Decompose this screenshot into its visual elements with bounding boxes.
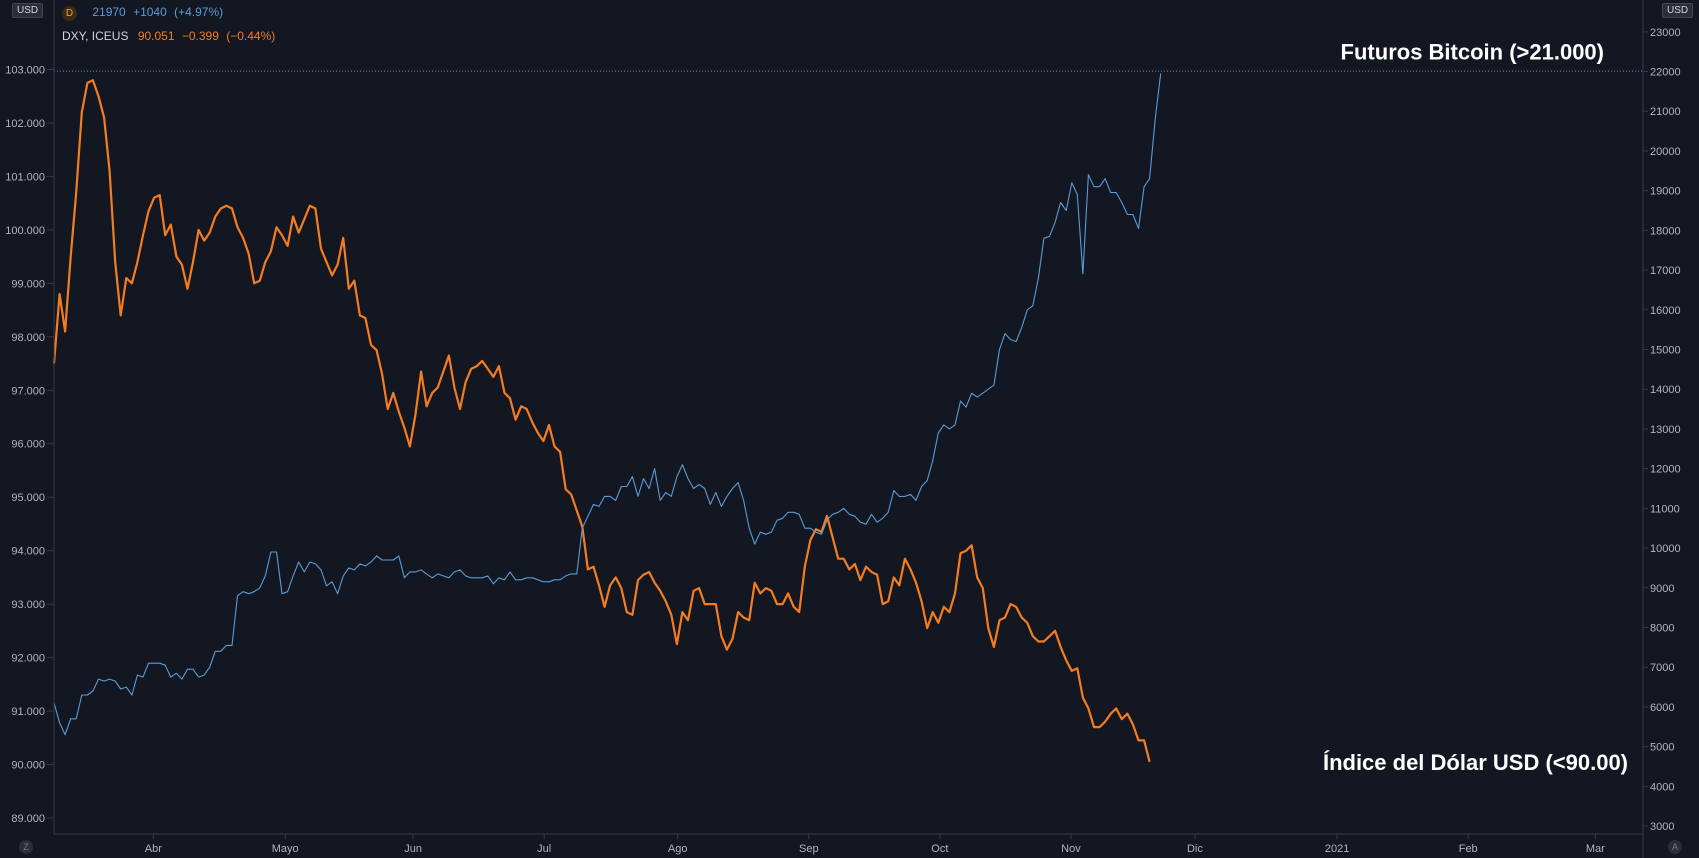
left-tick-label: 103.000 (5, 65, 45, 77)
series-layer (52, 73, 1162, 763)
right-tick-label: 5000 (1650, 742, 1674, 754)
btc-symbol-badge-icon: D (62, 6, 77, 21)
right-tick-label: 10000 (1650, 543, 1681, 555)
right-tick-label: 23000 (1650, 27, 1681, 39)
left-tick-label: 95.000 (11, 492, 45, 504)
right-tick-label: 15000 (1650, 344, 1681, 356)
left-tick-label: 90.000 (11, 760, 45, 772)
right-tick-label: 13000 (1650, 424, 1681, 436)
dxy-last-price: 90.051 (137, 29, 175, 43)
left-tick-label: 97.000 (11, 385, 45, 397)
time-tick-label: Jun (404, 843, 422, 855)
time-tick-label: Nov (1061, 843, 1081, 855)
legend-btc[interactable]: D 21970 +1040 (+4.97%) (62, 5, 223, 21)
right-axis[interactable]: 3000 4000 5000 6000 7000 8000 9000 10000 11000 12… (1643, 27, 1681, 833)
right-tick-label: 14000 (1650, 384, 1681, 396)
legend-dxy[interactable]: DXY, ICEUS 90.051 −0.399 (−0.44%) (62, 29, 275, 43)
right-currency-badge[interactable]: USD (1662, 3, 1694, 18)
time-tick-label: Sep (799, 843, 819, 855)
annotations-layer: Futuros Bitcoin (>21.000) Índice del Dóla… (1323, 40, 1628, 775)
btc-change-pct: (+4.97%) (174, 5, 224, 19)
btc-last-price: 21970 (92, 5, 126, 19)
left-tick-label: 98.000 (11, 332, 45, 344)
left-tick-label: 101.000 (5, 171, 45, 183)
time-tick-label: Abr (145, 843, 162, 855)
left-tick-label: 92.000 (11, 653, 45, 665)
left-tick-label: 94.000 (11, 546, 45, 558)
time-tick-label: Feb (1459, 843, 1478, 855)
right-tick-label: 11000 (1650, 503, 1680, 515)
left-tick-label: 93.000 (11, 599, 45, 611)
time-tick-label: Dic (1187, 843, 1203, 855)
right-tick-label: 21000 (1650, 106, 1681, 118)
right-tick-label: 3000 (1650, 821, 1674, 833)
time-axis[interactable]: Abr Mayo Jun Jul Ago Sep Oct Nov Dic 2021 Feb Mar (145, 834, 1605, 855)
left-currency-badge[interactable]: USD (12, 3, 44, 18)
dxy-series-name: DXY, ICEUS (62, 29, 129, 43)
time-tick-label: 2021 (1325, 843, 1349, 855)
right-tick-label: 20000 (1650, 146, 1681, 158)
left-tick-label: 102.000 (5, 118, 45, 130)
right-tick-label: 12000 (1650, 464, 1681, 476)
left-tick-label: 96.000 (11, 439, 45, 451)
dxy-series-line (52, 79, 1151, 763)
bitcoin-series-line (53, 73, 1162, 736)
right-tick-label: 4000 (1650, 781, 1674, 793)
time-tick-label: Mar (1586, 843, 1605, 855)
right-tick-label: 16000 (1650, 305, 1681, 317)
auto-scale-a-icon[interactable]: A (1668, 840, 1682, 854)
right-tick-label: 18000 (1650, 225, 1681, 237)
dxy-change-pct: (−0.44%) (226, 29, 276, 43)
right-tick-label: 7000 (1650, 662, 1674, 674)
annotation-label: Índice del Dólar USD (<90.00) (1323, 750, 1628, 775)
time-tick-label: Ago (668, 843, 688, 855)
right-tick-label: 17000 (1650, 265, 1681, 277)
time-tick-label: Oct (931, 843, 948, 855)
timezone-z-icon[interactable]: Z (19, 840, 33, 854)
right-tick-label: 19000 (1650, 186, 1681, 198)
left-tick-label: 91.000 (11, 706, 45, 718)
annotation-label: Futuros Bitcoin (>21.000) (1341, 40, 1604, 65)
right-tick-label: 22000 (1650, 66, 1681, 78)
left-tick-label: 99.000 (11, 278, 45, 290)
dxy-change: −0.399 (181, 29, 219, 43)
left-tick-label: 89.000 (11, 813, 45, 825)
left-axis[interactable]: 89.000 90.000 91.000 92.000 93.000 94.000 95.0… (5, 65, 54, 825)
time-tick-label: Mayo (272, 843, 299, 855)
btc-change: +1040 (133, 5, 167, 19)
time-tick-label: Jul (537, 843, 551, 855)
right-tick-label: 6000 (1650, 702, 1674, 714)
left-tick-label: 100.000 (5, 225, 45, 237)
right-tick-label: 8000 (1650, 622, 1674, 634)
right-tick-label: 9000 (1650, 583, 1674, 595)
